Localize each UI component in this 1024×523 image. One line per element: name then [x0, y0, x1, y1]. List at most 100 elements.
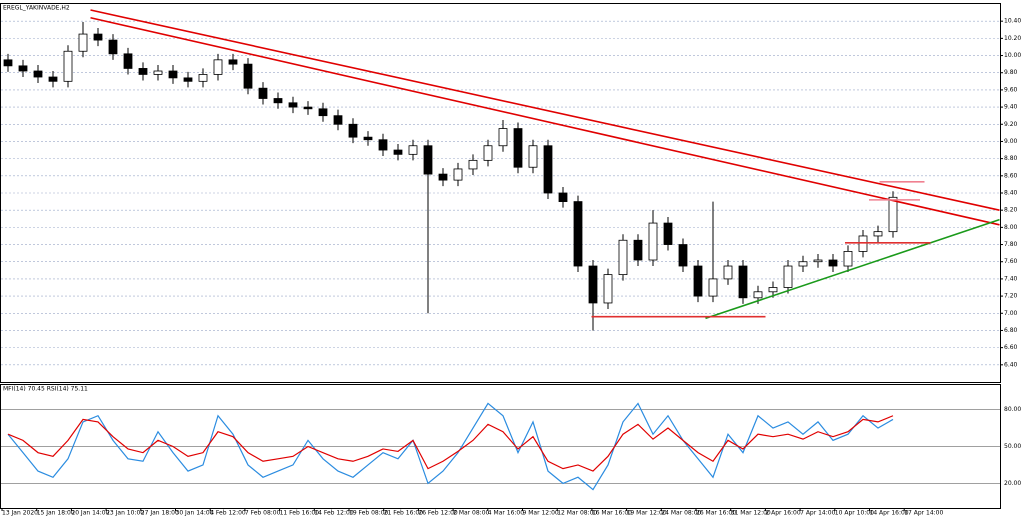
candle-body	[513, 128, 523, 168]
x-tick-label: 10 Apr 10:00	[835, 510, 874, 517]
y-tick-label: 50.00	[1004, 443, 1021, 450]
candle-body	[708, 278, 718, 297]
candle-body	[408, 145, 418, 155]
candle-body	[813, 259, 823, 263]
y-tick-label: 9.40	[1004, 104, 1018, 111]
trendline	[90, 9, 1000, 211]
candle-body	[558, 192, 568, 202]
y-tick-label: 10.40	[1004, 18, 1021, 25]
x-tick-label: 13 Jan 2020	[2, 510, 38, 517]
x-tick-label: 20 Jan 14:00	[71, 510, 109, 517]
candle-body	[483, 145, 493, 161]
candle-body	[423, 145, 433, 175]
x-tick-label: 26 Feb 12:00	[418, 510, 458, 517]
candle-body	[648, 222, 658, 261]
candle-body	[138, 68, 148, 75]
indicator-line	[7, 415, 894, 472]
y-tick-label: 7.40	[1004, 275, 1018, 282]
x-tick-label: 17 Apr 14:00	[904, 510, 943, 517]
candle-body	[363, 136, 373, 141]
candle-body	[168, 70, 178, 79]
y-tick-label: 8.20	[1004, 207, 1018, 214]
x-tick-label: 19 Feb 08:00	[349, 510, 389, 517]
candle-body	[873, 231, 883, 237]
candle-body	[303, 106, 313, 110]
candle-body	[183, 77, 193, 82]
candle-body	[348, 123, 358, 138]
x-tick-label: 19 Mar 12:00	[627, 510, 667, 517]
x-tick-label: 26 Mar 16:00	[696, 510, 736, 517]
candle-body	[18, 65, 28, 72]
x-tick-label: 15 Jan 18:00	[37, 510, 75, 517]
candle-body	[573, 201, 583, 267]
y-tick-label: 9.00	[1004, 138, 1018, 145]
x-tick-label: 4 Feb 12:00	[210, 510, 246, 517]
y-tick-label: 7.60	[1004, 258, 1018, 265]
x-tick-label: 27 Jan 18:00	[141, 510, 179, 517]
x-tick-label: 7 Apr 14:00	[800, 510, 835, 517]
candle-body	[228, 59, 238, 65]
y-tick-label: 9.60	[1004, 86, 1018, 93]
y-tick-label: 20.00	[1004, 480, 1021, 487]
candle-body	[753, 291, 763, 299]
candle-body	[378, 139, 388, 151]
x-tick-label: 24 Mar 08:00	[661, 510, 701, 517]
candle-body	[798, 261, 808, 267]
candle-body	[738, 265, 748, 299]
candle-body	[843, 251, 853, 267]
y-tick-label: 8.80	[1004, 155, 1018, 162]
y-tick-label: 8.00	[1004, 224, 1018, 231]
candle-body	[693, 265, 703, 297]
x-tick-label: 21 Feb 16:00	[384, 510, 424, 517]
x-tick-label: 2 Mar 08:00	[453, 510, 489, 517]
candle-body	[663, 222, 673, 245]
candle-body	[63, 50, 73, 82]
candle-body	[468, 159, 478, 170]
x-tick-label: 14 Apr 16:00	[870, 510, 909, 517]
candle-body	[723, 265, 733, 280]
indicator-frame	[0, 384, 1001, 509]
y-tick-label: 6.60	[1004, 344, 1018, 351]
x-tick-label: 9 Mar 12:00	[523, 510, 559, 517]
candle-body	[393, 149, 403, 155]
x-tick-label: 30 Jan 14:00	[176, 510, 214, 517]
candle-body	[318, 108, 328, 117]
candle-body	[48, 76, 58, 82]
x-tick-label: 23 Jan 10:00	[106, 510, 144, 517]
trendline	[90, 16, 1000, 226]
x-tick-label: 12 Mar 08:00	[557, 510, 597, 517]
candle-body	[768, 287, 778, 293]
x-tick-label: 14 Feb 12:00	[314, 510, 354, 517]
candle-body	[783, 265, 793, 288]
candle-body	[633, 239, 643, 261]
candle-body	[198, 74, 208, 82]
y-tick-label: 8.60	[1004, 172, 1018, 179]
trendline	[705, 218, 1000, 320]
x-tick-label: 2 Apr 16:00	[765, 510, 800, 517]
candle-body	[93, 33, 103, 41]
x-tick-label: 31 Mar 12:00	[731, 510, 771, 517]
indicator-label: MFI(14) 70.45 RSI(14) 75.11	[3, 386, 88, 393]
candle-body	[603, 274, 613, 304]
candle-body	[108, 39, 118, 55]
y-tick-label: 80.00	[1004, 406, 1021, 413]
candle-body	[678, 244, 688, 267]
y-tick-label: 6.80	[1004, 327, 1018, 334]
y-tick-label: 9.80	[1004, 69, 1018, 76]
candle-body	[588, 265, 598, 304]
x-tick-label: 7 Feb 08:00	[245, 510, 281, 517]
y-tick-label: 9.20	[1004, 121, 1018, 128]
y-tick-label: 8.40	[1004, 190, 1018, 197]
candle-body	[33, 70, 43, 78]
x-tick-label: 11 Feb 16:00	[280, 510, 320, 517]
candle-body	[288, 102, 298, 108]
candle-body	[3, 59, 13, 67]
y-tick-label: 7.20	[1004, 293, 1018, 300]
candle-body	[858, 235, 868, 252]
candle-body	[123, 53, 133, 69]
candle-body	[153, 70, 163, 75]
chart-title: EREGL_YAKINVADE,H2	[3, 5, 70, 12]
candle-body	[888, 196, 898, 233]
